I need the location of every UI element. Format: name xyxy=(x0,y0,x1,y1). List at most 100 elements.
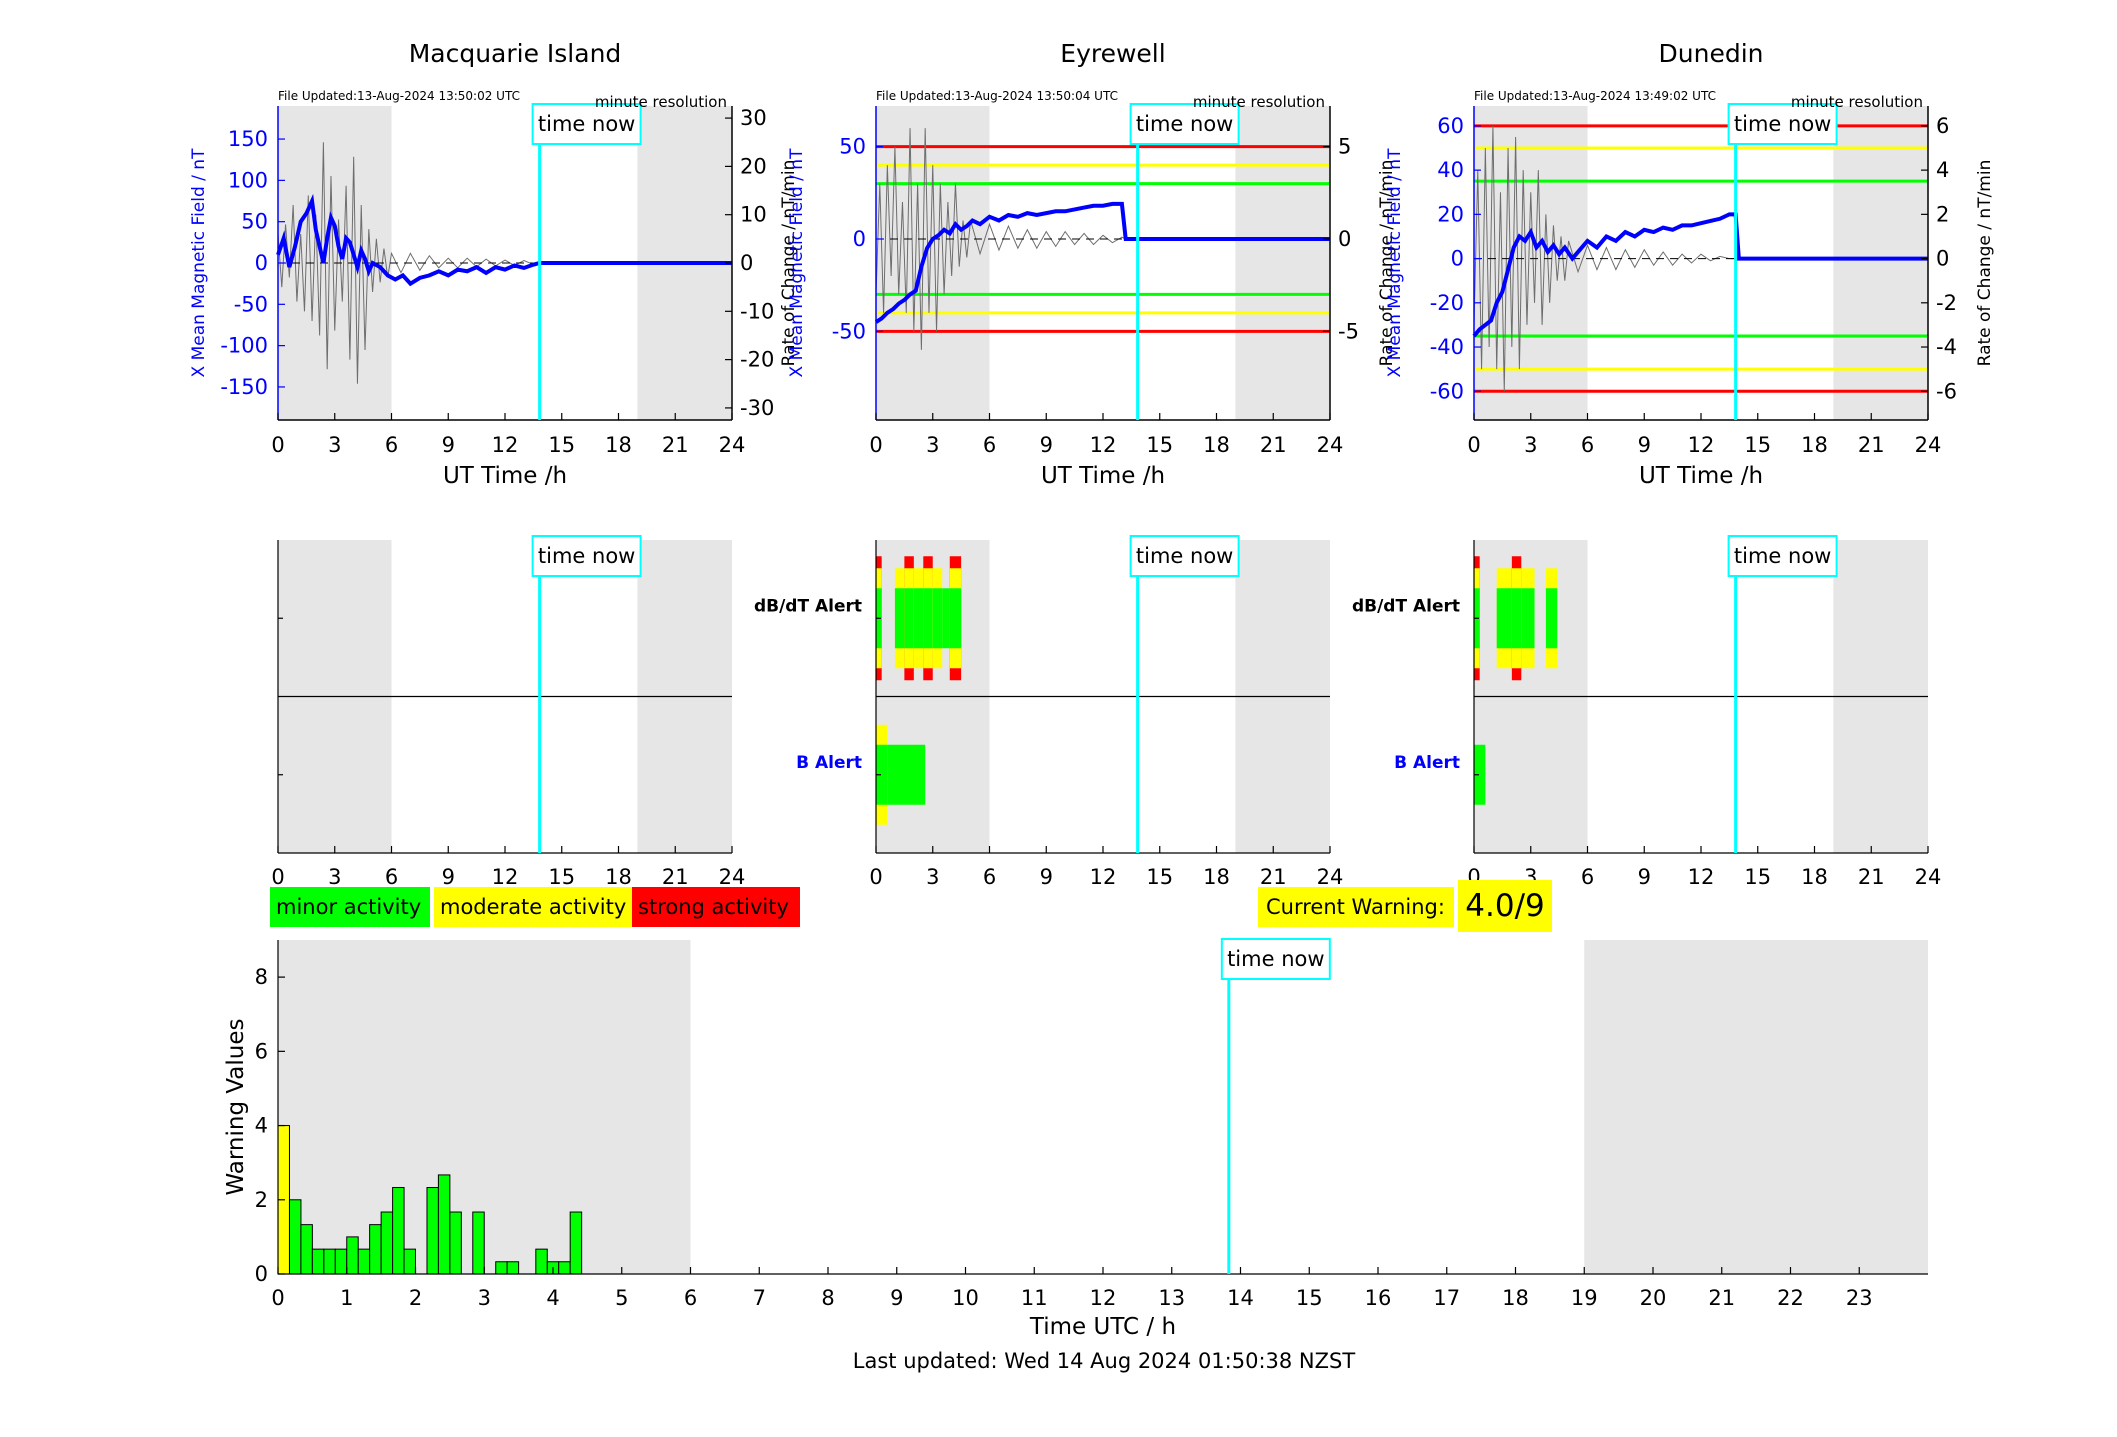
y-tick-label-right: -6 xyxy=(1936,379,1957,403)
warning-bar xyxy=(334,1248,348,1275)
x-tick-label: 6 xyxy=(983,865,996,889)
y-axis-label: Warning Values xyxy=(223,1018,249,1195)
warning-bar xyxy=(369,1224,382,1275)
x-tick-label: 0 xyxy=(271,433,284,457)
y-tick-label-right: 6 xyxy=(1936,114,1949,138)
legend-label-strong: strong activity xyxy=(638,895,789,919)
rate-of-change-line xyxy=(875,128,1126,350)
x-tick-label: 24 xyxy=(1317,865,1344,889)
x-tick-label: 18 xyxy=(605,865,632,889)
x-tick-label: 15 xyxy=(1146,865,1173,889)
x-tick-label: 8 xyxy=(821,1286,834,1310)
dbdt-alert-bar xyxy=(1511,588,1522,649)
y-tick-label-left: -100 xyxy=(220,334,268,358)
alert-panel-0: 0 3 6 9 12 15 18 21 24 time now xyxy=(271,535,745,889)
x-tick-label: 9 xyxy=(1638,433,1651,457)
dbdt-alert-label: dB/dT Alert xyxy=(1352,596,1460,616)
y-tick-label-right: 4 xyxy=(1936,158,1949,182)
x-tick-label: 12 xyxy=(492,433,519,457)
b-alert-bar xyxy=(887,744,926,805)
last-updated-text: Last updated: Wed 14 Aug 2024 01:50:38 N… xyxy=(853,1349,1356,1373)
time-now-label-box xyxy=(1727,103,1838,145)
station-title: Macquarie Island xyxy=(409,39,622,68)
x-tick-label: 15 xyxy=(1296,1286,1323,1310)
x-tick-label: 3 xyxy=(328,433,341,457)
dbdt-alert-bar xyxy=(913,588,924,649)
magnetic-field-line xyxy=(1472,212,1928,338)
x-tick-label: 11 xyxy=(1021,1286,1048,1310)
legend-swatch-strong xyxy=(632,887,800,927)
y-tick-label-right: 0 xyxy=(740,251,753,275)
x-tick-label: 15 xyxy=(548,433,575,457)
y-tick-label-right: 10 xyxy=(740,203,767,227)
time-now-label: time now xyxy=(1734,112,1831,136)
time-now-label-box xyxy=(1220,938,1331,980)
dbdt-alert-bar xyxy=(923,588,933,649)
warning-bar xyxy=(535,1248,548,1275)
x-tick-label: 18 xyxy=(1801,865,1828,889)
current-warning-value: 4.0/9 xyxy=(1465,888,1544,924)
dbdt-alert-bar xyxy=(949,588,962,649)
current-warning-value-box xyxy=(1458,880,1552,932)
dbdt-alert-bar xyxy=(904,588,914,649)
x-tick-label: 18 xyxy=(1801,433,1828,457)
b-alert-label: B Alert xyxy=(1394,753,1460,773)
x-tick-label: 16 xyxy=(1365,1286,1392,1310)
x-tick-label: 12 xyxy=(1090,433,1117,457)
x-tick-label: 9 xyxy=(442,433,455,457)
y-tick-label: 6 xyxy=(255,1039,268,1063)
activity-legend: minor activity moderate activity strong ac… xyxy=(270,887,800,927)
station-title: Dunedin xyxy=(1659,39,1764,68)
time-now-label: time now xyxy=(1227,947,1324,971)
dbdt-alert-bar xyxy=(1496,588,1512,649)
y-tick-label-right: 5 xyxy=(1338,135,1351,159)
legend-label-moderate: moderate activity xyxy=(440,895,626,919)
y-tick-label: 2 xyxy=(255,1188,268,1212)
time-now-label: time now xyxy=(1136,112,1233,136)
x-tick-label: 24 xyxy=(1317,433,1344,457)
x-tick-label: 6 xyxy=(983,433,996,457)
time-now-label: time now xyxy=(1734,544,1831,568)
dbdt-alert-bar xyxy=(894,588,905,649)
x-tick-label: 12 xyxy=(1090,865,1117,889)
resolution-text: minute resolution xyxy=(595,93,727,111)
x-tick-label: 18 xyxy=(605,433,632,457)
file-updated-text: File Updated:13-Aug-2024 13:49:02 UTC xyxy=(1474,89,1716,103)
magnetic-field-line xyxy=(874,201,1330,324)
warning-bar xyxy=(288,1199,302,1275)
x-tick-label: 9 xyxy=(890,1286,903,1310)
y-tick-label-left: 50 xyxy=(241,210,268,234)
time-now-label: time now xyxy=(538,544,635,568)
x-tick-label: 3 xyxy=(478,1286,491,1310)
x-tick-label: 7 xyxy=(753,1286,766,1310)
resolution-text: minute resolution xyxy=(1193,93,1325,111)
y-tick-label-left: -150 xyxy=(220,375,268,399)
dbdt-alert-bar xyxy=(942,588,950,649)
x-tick-label: 13 xyxy=(1158,1286,1185,1310)
y-tick-label-left: 0 xyxy=(255,251,268,275)
x-tick-label: 21 xyxy=(1260,865,1287,889)
x-axis-label: UT Time /h xyxy=(1639,463,1763,489)
y-tick-label-left: -40 xyxy=(1430,335,1464,359)
x-tick-label: 18 xyxy=(1203,433,1230,457)
x-tick-label: 6 xyxy=(1581,865,1594,889)
y-tick-label-left: 0 xyxy=(853,227,866,251)
y-tick-label-left: 150 xyxy=(228,127,268,151)
x-tick-label: 15 xyxy=(1146,433,1173,457)
y-tick-label-right: 0 xyxy=(1936,247,1949,271)
x-tick-label: 24 xyxy=(1915,433,1942,457)
y-tick-label-right: -5 xyxy=(1338,319,1359,343)
b-alert-bar xyxy=(876,744,888,805)
x-tick-label: 21 xyxy=(1858,865,1885,889)
y-axis-label-right: Rate of Change / nT/min xyxy=(1975,160,1995,367)
dbdt-alert-bar xyxy=(932,588,943,649)
x-tick-label: 19 xyxy=(1571,1286,1598,1310)
y-tick-label: 0 xyxy=(255,1262,268,1286)
y-axis-label-left: X Mean Magnetic Field / nT xyxy=(787,148,807,378)
y-tick-label-right: 30 xyxy=(740,106,767,130)
current-warning-label-box xyxy=(1258,887,1454,927)
y-tick-label-right: -4 xyxy=(1936,335,1957,359)
x-tick-label: 9 xyxy=(1040,865,1053,889)
